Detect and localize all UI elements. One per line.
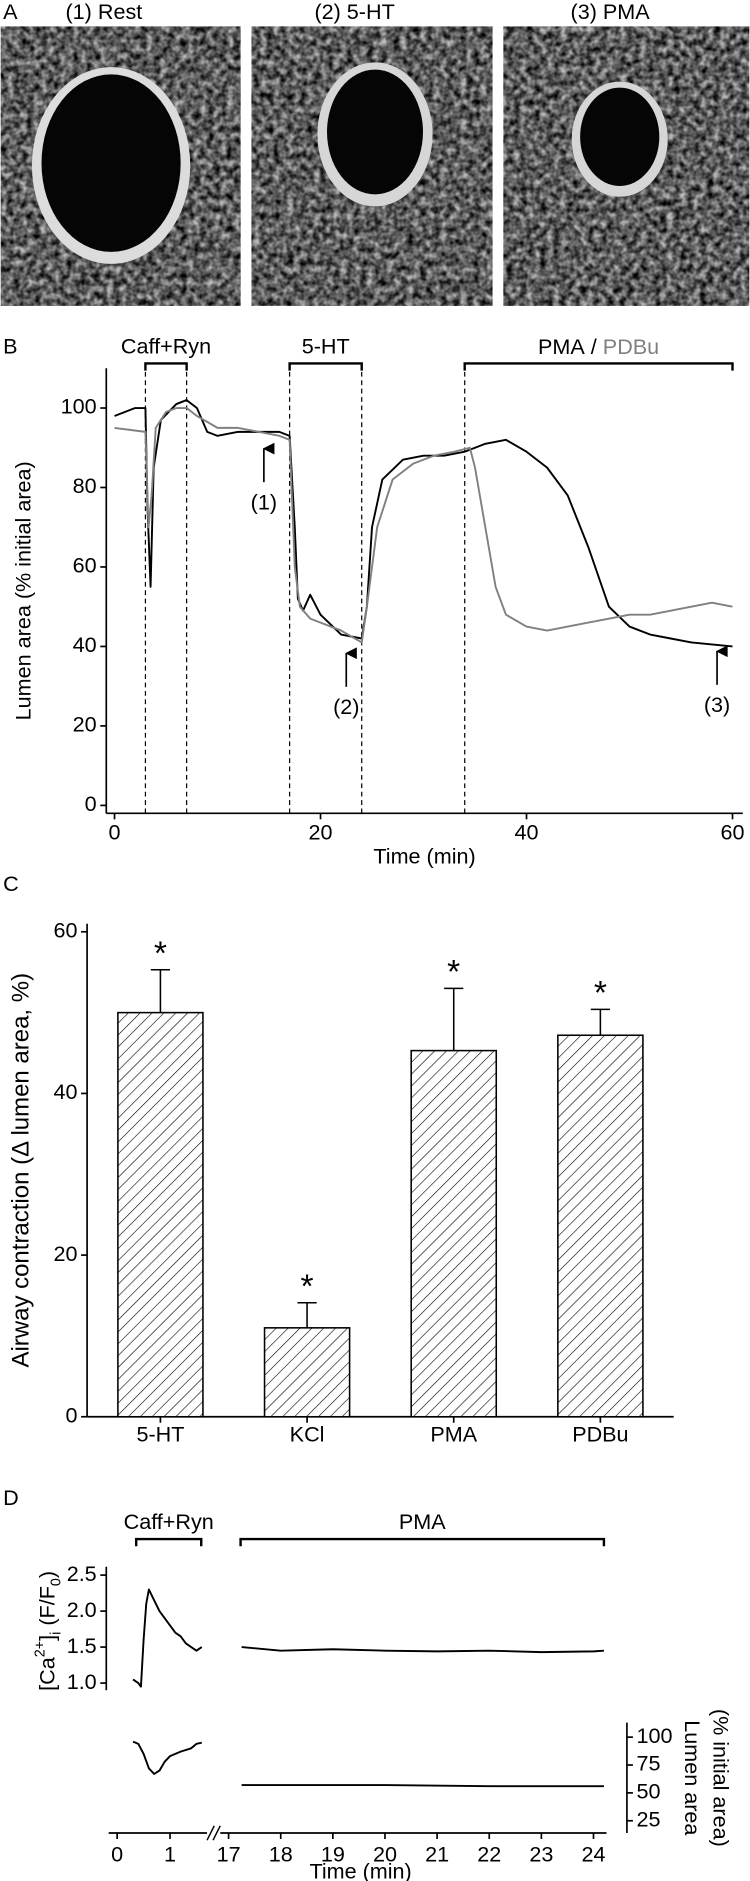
x-tick-label: KCl [290, 1422, 325, 1447]
data-line [241, 1784, 604, 1788]
y-tick-label: 2.5 [67, 1561, 97, 1586]
x-tick-label: 19 [321, 1842, 345, 1867]
error-bar [297, 1302, 317, 1328]
y-tick-label: 100 [61, 394, 97, 419]
y-axis-label-part: i [49, 1632, 65, 1635]
significance-marker: * [447, 954, 460, 991]
data-line [132, 1740, 202, 1775]
x-axis-label: Time (min) [309, 1858, 411, 1881]
y-tick-label: 40 [53, 1079, 77, 1104]
y-axis-label: [Ca2+]i (F/F0) [33, 1571, 65, 1691]
x-tick-label: 24 [581, 1842, 605, 1867]
y-axis-label-part: 2+ [33, 1641, 49, 1657]
x-tick-label: 1 [164, 1842, 176, 1867]
y-tick-label: 2.0 [67, 1597, 97, 1622]
treatment-label-part: PDBu [603, 334, 659, 359]
y-tick-label: 20 [73, 712, 97, 737]
x-tick-label: 0 [109, 819, 121, 844]
treatment-label: 5-HT [302, 334, 350, 359]
y-tick-label: 80 [73, 473, 97, 498]
y-tick-label: 25 [637, 1806, 661, 1831]
panel-label: B [3, 334, 17, 359]
y-tick-label: 50 [637, 1779, 661, 1804]
x-tick-label: 18 [269, 1842, 293, 1867]
x-tick-label: 20 [309, 819, 333, 844]
x-tick-label: 22 [477, 1842, 501, 1867]
image-title: (2) 5-HT [314, 0, 394, 24]
y-tick-label: 0 [65, 1402, 77, 1427]
data-line [114, 399, 733, 648]
y-axis-label-part: [Ca [34, 1657, 59, 1691]
bar [263, 1327, 351, 1418]
error-bar [444, 987, 464, 1051]
y-axis-label: Lumen area [680, 1720, 705, 1835]
y-tick-label: 20 [53, 1241, 77, 1266]
y-axis-label: (% initial area) [709, 1709, 734, 1847]
treatment-label: Caff+Ryn [121, 334, 211, 359]
y-tick-label: 1.5 [67, 1633, 97, 1658]
y-tick-label: 1.0 [67, 1669, 97, 1694]
data-line [114, 407, 733, 644]
axis-break [206, 1825, 221, 1841]
treatment-bar [463, 362, 734, 371]
y-axis-label-part: ] [34, 1635, 59, 1641]
y-axis-label-part: 0 [49, 1578, 65, 1586]
x-tick-label: 20 [373, 1842, 397, 1867]
treatment-bar [144, 362, 188, 371]
significance-marker: * [594, 975, 607, 1012]
micrograph-2 [251, 26, 493, 306]
bar [557, 1034, 644, 1418]
y-tick-label: 40 [73, 632, 97, 657]
x-tick-label: 60 [720, 819, 744, 844]
y-tick-label: 60 [73, 553, 97, 578]
bar [410, 1049, 498, 1418]
treatment-bar [288, 362, 363, 371]
treatment-label-part: / [585, 334, 603, 359]
x-tick-label: PMA [430, 1422, 477, 1447]
y-tick-label: 0 [85, 791, 97, 816]
treatment-label: Caff+Ryn [124, 1509, 214, 1534]
arrow-label: (3) [704, 692, 730, 717]
error-bar [150, 968, 171, 1013]
y-axis-label-part: (F/F [34, 1586, 59, 1632]
significance-marker: * [301, 1268, 314, 1305]
data-line [241, 1646, 604, 1654]
treatment-label: PMA [399, 1509, 446, 1534]
x-tick-label: 5-HT [136, 1422, 184, 1447]
treatment-bar [134, 1537, 203, 1547]
treatment-label: PMA / PDBu [538, 334, 659, 359]
x-tick-label: 0 [111, 1842, 123, 1867]
arrow-label: (2) [333, 694, 359, 719]
image-title: (1) Rest [66, 0, 143, 24]
panel-label: C [3, 871, 19, 896]
bar [117, 1011, 204, 1418]
x-tick-label: 21 [425, 1842, 449, 1867]
treatment-bar [239, 1537, 606, 1547]
error-bar [590, 1008, 610, 1036]
y-axis-label-part: ) [34, 1571, 59, 1578]
x-tick-label: 40 [515, 819, 539, 844]
image-title: (3) PMA [571, 0, 651, 24]
micrograph-3 [503, 26, 750, 306]
significance-marker: * [154, 935, 167, 972]
x-tick-label: 17 [217, 1842, 241, 1867]
arrow-label: (1) [251, 489, 277, 514]
y-axis-label: Airway contraction (Δ lumen area, %) [8, 973, 35, 1368]
x-axis-label: Time (min) [373, 843, 475, 868]
treatment-label-part: PMA [538, 334, 585, 359]
x-tick-label: 23 [529, 1842, 553, 1867]
y-tick-label: 75 [637, 1751, 661, 1776]
micrograph-1 [0, 26, 241, 306]
x-tick-label: PDBu [572, 1422, 628, 1447]
y-axis-label: Lumen area (% initial area) [10, 461, 35, 720]
panel-label: A [3, 0, 18, 24]
panel-label: D [3, 1485, 19, 1510]
data-line [132, 1588, 203, 1688]
y-tick-label: 60 [53, 917, 77, 942]
y-tick-label: 100 [637, 1723, 673, 1748]
